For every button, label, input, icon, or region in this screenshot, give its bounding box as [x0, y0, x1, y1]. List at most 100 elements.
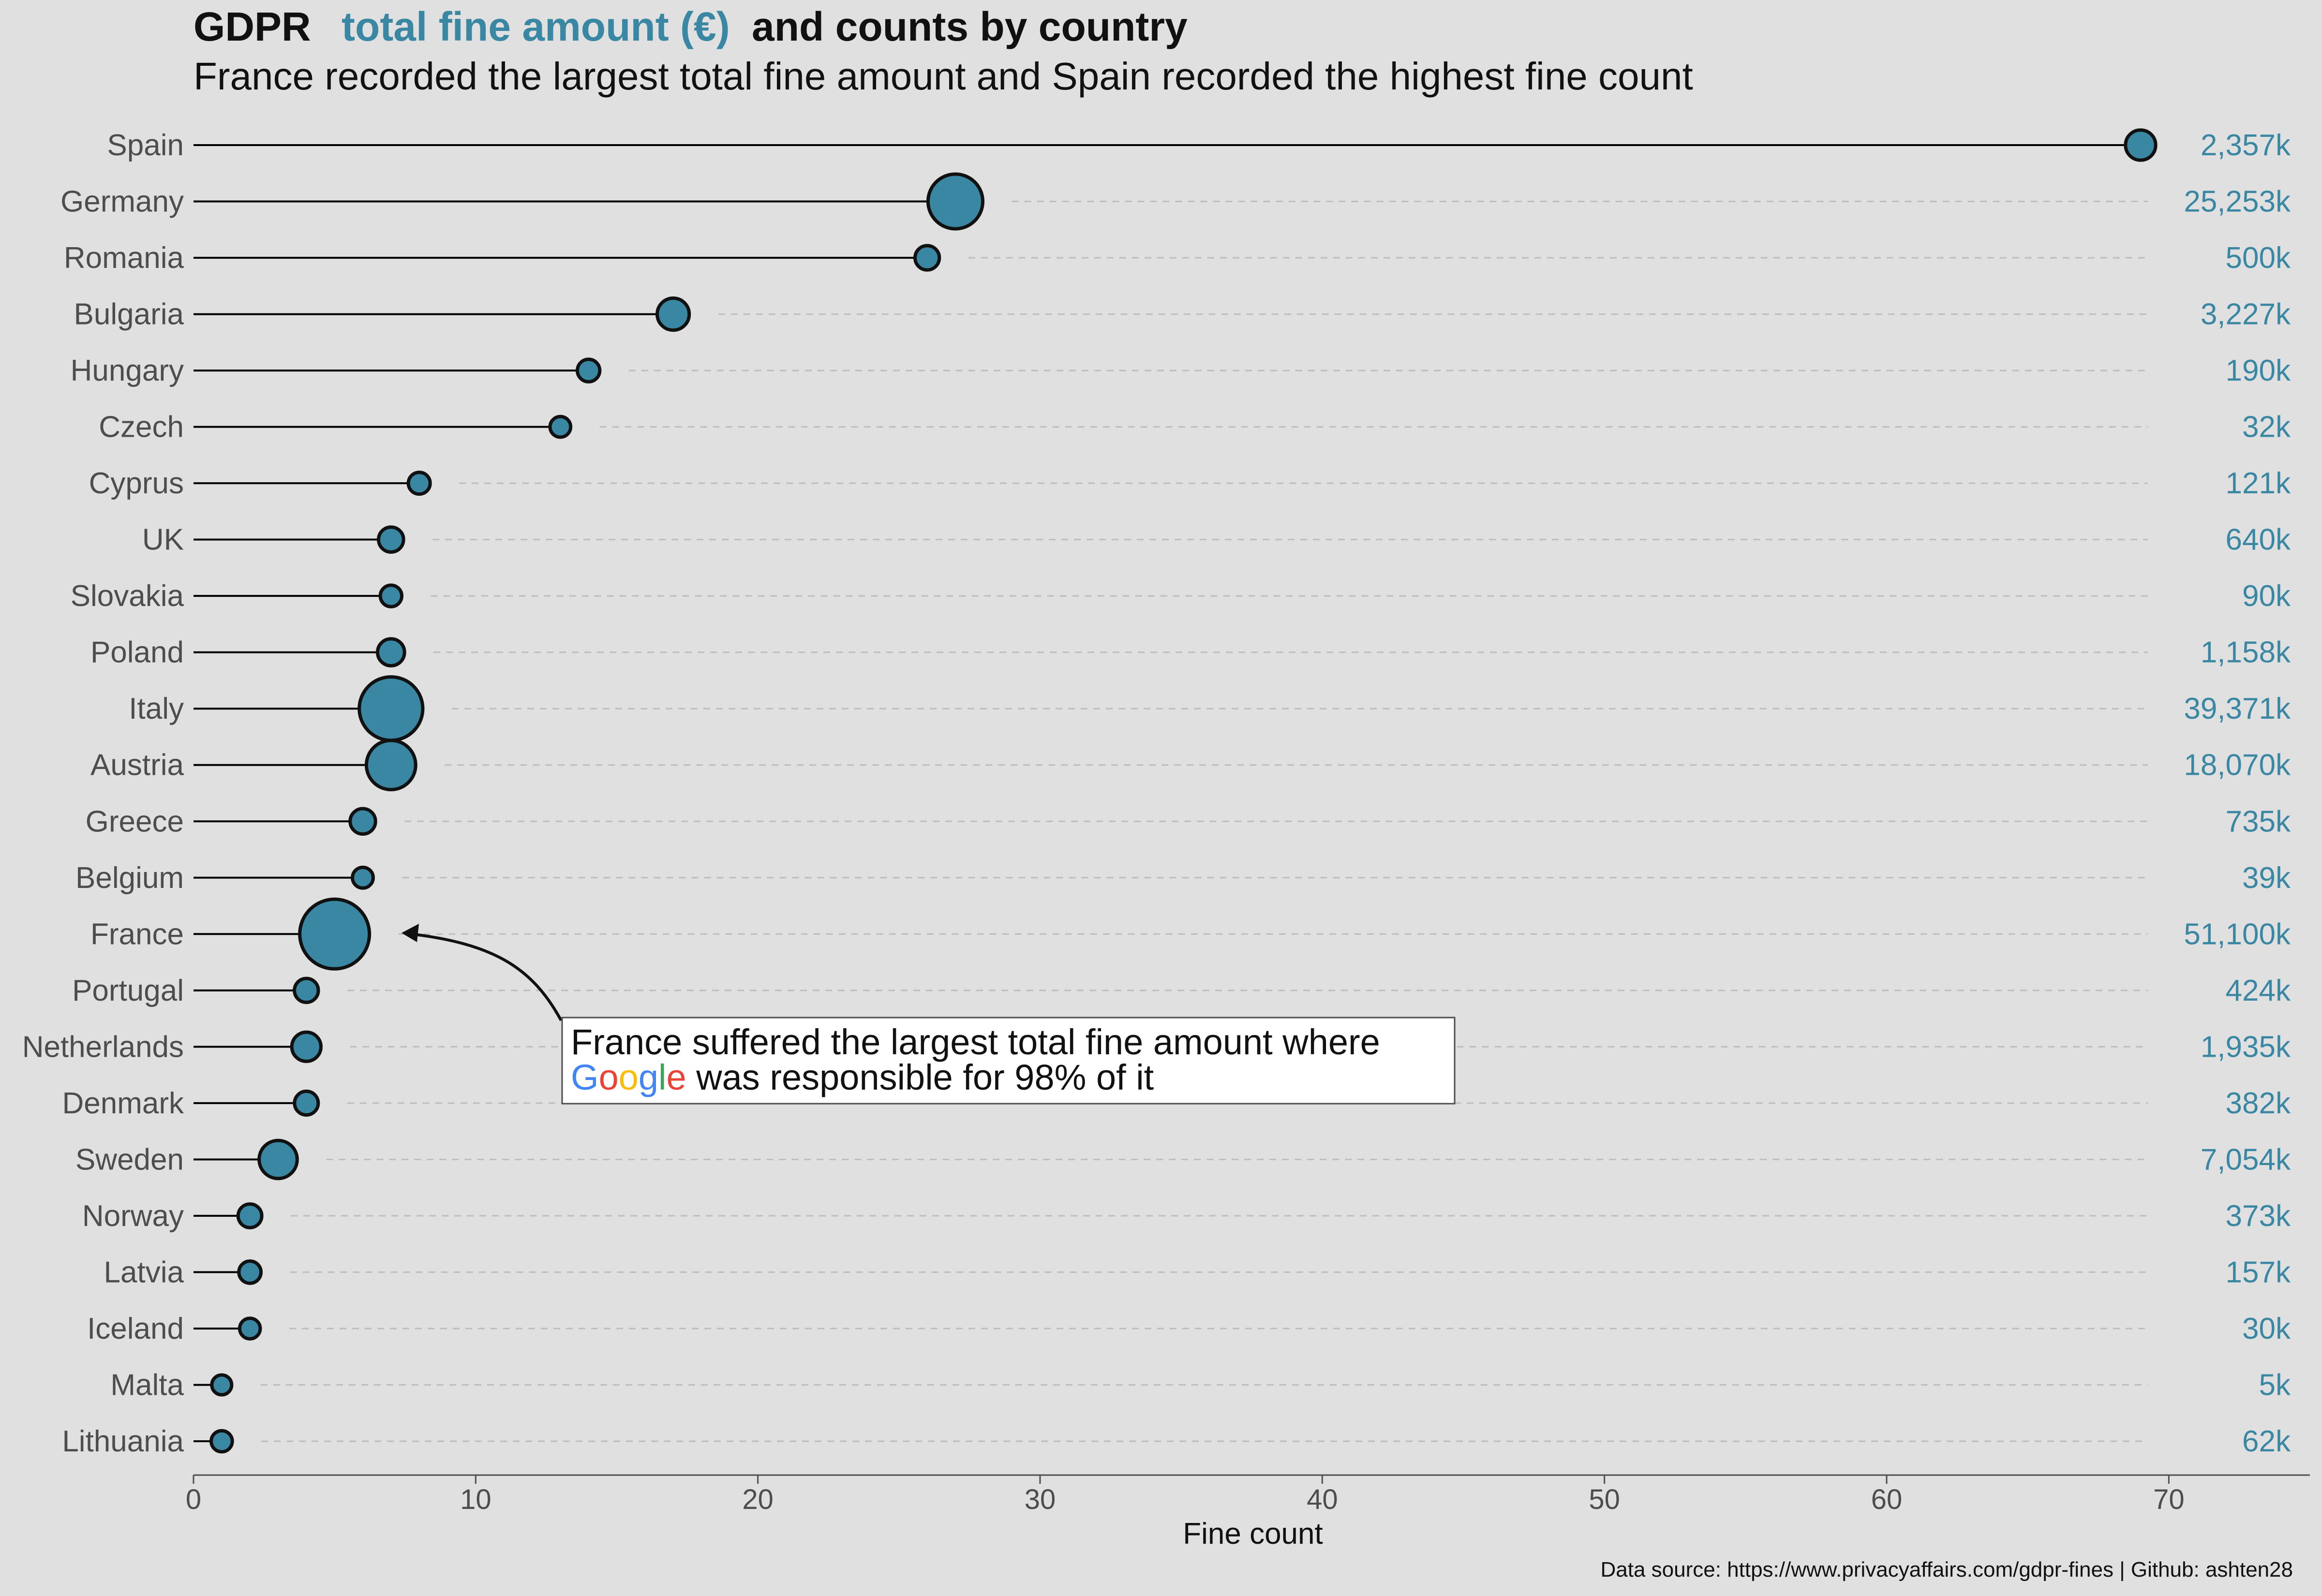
bubble-norway: [236, 1202, 264, 1229]
bubble-lithuania: [209, 1429, 234, 1454]
bubble-belgium: [351, 865, 375, 890]
amount-label-portugal: 424k: [2226, 974, 2291, 1007]
amount-label-cyprus: 121k: [2226, 467, 2291, 500]
x-tick-label-60: 60: [1871, 1484, 1903, 1515]
amount-label-lithuania: 62k: [2242, 1425, 2291, 1458]
country-labels: Spain Germany Romania Bulgaria Hungary Czech C…: [22, 129, 184, 1458]
bubble-france: [298, 897, 372, 971]
bubble-spain: [2124, 128, 2158, 162]
country-label-germany: Germany: [60, 185, 184, 219]
country-label-denmark: Denmark: [62, 1087, 184, 1120]
chart-title: GDPR total fine amount (€) and counts by…: [194, 4, 1188, 49]
x-tick-label-50: 50: [1589, 1484, 1620, 1515]
country-label-portugal: Portugal: [72, 974, 184, 1007]
annotation-line-1: France suffered the largest total fine a…: [571, 1022, 1380, 1062]
google-letter-4: l: [658, 1057, 666, 1097]
amount-label-malta: 5k: [2259, 1368, 2291, 1402]
google-letter-5: e: [666, 1057, 686, 1097]
amount-label-spain: 2,357k: [2201, 129, 2291, 162]
bubble-portugal: [293, 976, 320, 1005]
country-label-sweden: Sweden: [75, 1143, 184, 1176]
bubble-slovakia: [378, 583, 404, 608]
amount-label-italy: 39,371k: [2184, 692, 2291, 725]
x-tick-label-20: 20: [742, 1484, 774, 1515]
annotation: France suffered the largest total fine a…: [402, 924, 1456, 1105]
annotation-arrow: [406, 932, 563, 1021]
x-tick-label-30: 30: [1025, 1484, 1056, 1515]
caption: Data source: https://www.privacyaffairs.…: [1600, 1558, 2293, 1581]
bubble-iceland: [238, 1316, 262, 1341]
amount-label-austria: 18,070k: [2184, 749, 2291, 782]
amount-label-slovakia: 90k: [2242, 579, 2291, 613]
google-letter-1: o: [599, 1057, 619, 1097]
bubble-hungary: [575, 357, 602, 384]
country-label-cyprus: Cyprus: [89, 467, 184, 500]
google-letter-2: o: [619, 1057, 639, 1097]
google-letter-3: g: [639, 1057, 658, 1097]
amount-label-netherlands: 1,935k: [2201, 1030, 2291, 1064]
amount-label-bulgaria: 3,227k: [2201, 298, 2291, 331]
amount-label-uk: 640k: [2226, 523, 2291, 557]
country-label-poland: Poland: [90, 636, 184, 669]
title-prefix: GDPR: [194, 4, 311, 49]
google-word: Google: [571, 1057, 686, 1097]
bubble-poland: [376, 637, 406, 668]
amount-label-norway: 373k: [2226, 1199, 2291, 1233]
country-label-austria: Austria: [90, 749, 184, 782]
country-label-hungary: Hungary: [71, 354, 184, 387]
country-label-romania: Romania: [64, 241, 184, 275]
country-label-spain: Spain: [107, 129, 184, 162]
country-label-malta: Malta: [110, 1368, 184, 1402]
x-tick-label-70: 70: [2153, 1484, 2185, 1515]
bubble-uk: [377, 525, 405, 554]
country-label-czech: Czech: [99, 411, 184, 444]
bubble-latvia: [237, 1259, 263, 1285]
bubble-denmark: [293, 1089, 320, 1117]
guide-lines: [260, 201, 2148, 1442]
amount-label-poland: 1,158k: [2201, 636, 2291, 669]
title-accent: total fine amount (€): [342, 4, 730, 49]
annotation-box: [561, 1017, 1456, 1105]
title-suffix: and counts by country: [752, 4, 1188, 49]
country-label-latvia: Latvia: [104, 1256, 184, 1289]
annotation-arrowhead: [402, 924, 419, 942]
bubbles: [209, 128, 2158, 1454]
amount-label-romania: 500k: [2226, 241, 2291, 275]
x-axis: 0 10 20 30 40 50 60 70: [186, 1474, 2310, 1515]
x-tick-label-40: 40: [1307, 1484, 1338, 1515]
amount-label-iceland: 30k: [2242, 1312, 2291, 1345]
chart-subtitle: France recorded the largest total fine a…: [194, 55, 1693, 98]
country-label-greece: Greece: [86, 805, 184, 838]
amount-label-latvia: 157k: [2226, 1256, 2291, 1289]
country-label-italy: Italy: [129, 692, 184, 725]
amount-label-france: 51,100k: [2184, 917, 2291, 951]
country-label-uk: UK: [142, 523, 184, 557]
amount-label-greece: 735k: [2226, 805, 2291, 838]
amount-label-germany: 25,253k: [2184, 185, 2291, 219]
country-label-netherlands: Netherlands: [22, 1030, 184, 1064]
annotation-line-2: Google was responsible for 98% of it: [571, 1057, 1154, 1097]
country-label-norway: Norway: [82, 1199, 184, 1233]
amount-label-sweden: 7,054k: [2201, 1143, 2291, 1176]
annotation-line-2-rest: was responsible for 98% of it: [686, 1057, 1154, 1097]
bubble-cyprus: [406, 471, 432, 496]
x-tick-label-0: 0: [186, 1484, 201, 1515]
amount-label-belgium: 39k: [2242, 861, 2291, 895]
bubble-austria: [364, 739, 417, 792]
amount-label-denmark: 382k: [2226, 1087, 2291, 1120]
amount-label-czech: 32k: [2242, 411, 2291, 444]
x-axis-label: Fine count: [1183, 1517, 1323, 1551]
country-label-iceland: Iceland: [87, 1312, 184, 1345]
bubble-bulgaria: [655, 296, 691, 332]
bubble-romania: [913, 244, 941, 272]
x-tick-label-10: 10: [460, 1484, 491, 1515]
country-label-bulgaria: Bulgaria: [74, 298, 184, 331]
amount-label-hungary: 190k: [2226, 354, 2291, 387]
amount-labels: 2,357k 25,253k 500k 3,227k 190k 32k 121k 640k 90…: [2184, 129, 2291, 1458]
country-label-belgium: Belgium: [75, 861, 184, 895]
bubble-netherlands: [290, 1030, 323, 1063]
country-label-lithuania: Lithuania: [62, 1425, 184, 1458]
bubble-malta: [210, 1373, 234, 1397]
